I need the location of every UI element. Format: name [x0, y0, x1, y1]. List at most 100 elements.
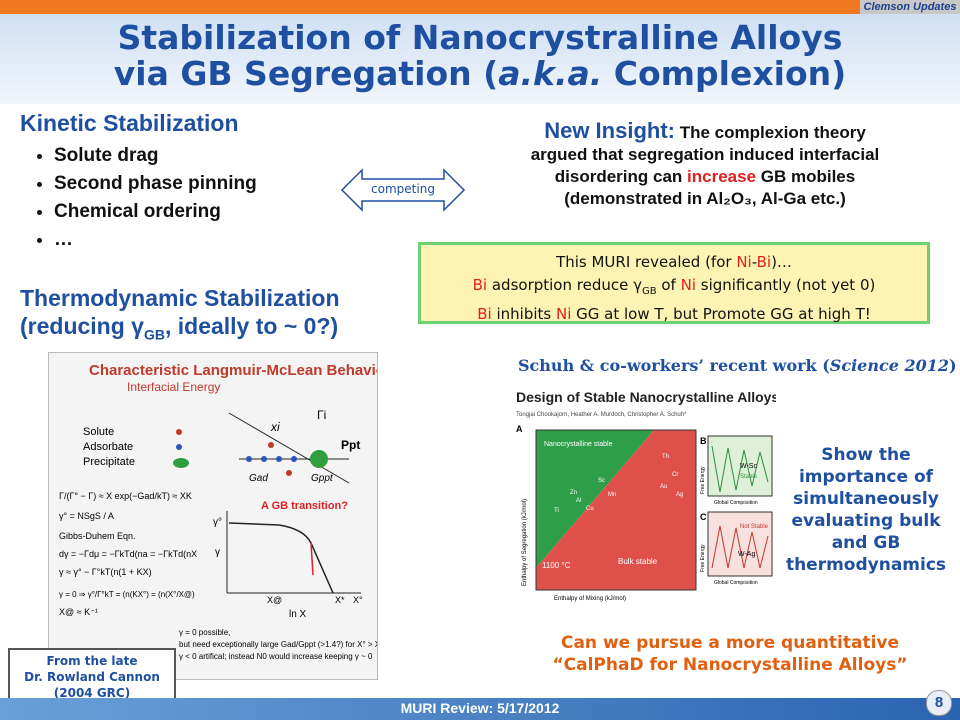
- ni-label: Ni: [736, 253, 752, 271]
- legend-precipitate: Precipitate: [83, 456, 135, 468]
- calphad-line-1: Can we pursue a more quantitative: [560, 633, 900, 653]
- insight-lead: New Insight:: [544, 118, 675, 143]
- element-label: Mn: [608, 492, 616, 498]
- thermo-line-1: Thermodynamic Stabilization: [20, 285, 340, 311]
- adsorbate-dot: [276, 456, 282, 462]
- element-label: Ti: [554, 508, 559, 514]
- adsorbate-dot: [261, 456, 267, 462]
- figure-title: Characteristic Langmuir-McLean Behavior: [89, 362, 378, 379]
- transition-arrow: [310, 542, 314, 576]
- phase-map-frame: [535, 429, 697, 591]
- plot-y-label: γ°: [213, 517, 222, 528]
- adsorbate-dot: [291, 456, 297, 462]
- attribution-line-3: (2004 GRC): [53, 686, 131, 700]
- schuh-fig-title: Design of Stable Nanocrystalline Alloys: [516, 389, 776, 405]
- calphad-line-2: “CalPhaD for Nanocrystalline Alloys”: [552, 655, 908, 675]
- thermo-sub: GB: [143, 326, 165, 343]
- equation: Γ/(Γ° − Γ) ≈ X exp(−Gad/kT) ≈ XK: [59, 491, 192, 501]
- panel-b-system: W-Sc: [740, 463, 757, 470]
- insight-text-2: argued that segregation induced interfac…: [530, 145, 880, 164]
- insight-text-3-red: increase: [687, 167, 757, 186]
- bi-label: Bi: [472, 276, 488, 294]
- schuh-journal: Science 2012: [829, 356, 949, 375]
- footer-bar: [0, 698, 960, 720]
- element-label: Zn: [570, 490, 577, 496]
- new-insight: New Insight: The complexion theory argue…: [470, 120, 940, 210]
- panel-b-ylabel: Free Energy: [700, 466, 706, 494]
- equation: X@ ≈ K⁻¹: [59, 607, 98, 617]
- kinetic-item: Solute drag: [54, 142, 257, 170]
- figure-note: γ = 0 possible,: [179, 628, 230, 637]
- panel-c-system: W-Ag: [738, 551, 755, 558]
- panel-b-label: B: [700, 436, 707, 446]
- insight-text-1: The complexion theory: [674, 123, 866, 142]
- schuh-fig-authors: Tongjai Chookajorn, Heather A. Murdoch, …: [516, 412, 687, 418]
- insight-text-3-pre: disordering can: [554, 167, 688, 186]
- bi-label: Bi: [477, 305, 492, 323]
- element-label: Cr: [672, 472, 678, 478]
- insight-text-4: (demonstrated in Al₂O₃, Al-Ga etc.): [564, 189, 846, 208]
- muri-line-3: Bi inhibits Ni GG at low T, but Promote …: [421, 303, 927, 326]
- kinetic-list: Solute drag Second phase pinning Chemica…: [30, 142, 257, 254]
- panel-c-ylabel: Free Energy: [700, 544, 706, 572]
- figure-subtitle: Interfacial Energy: [127, 380, 220, 394]
- element-label: Ag: [676, 492, 683, 498]
- nano-stable-label: Nanocrystalline stable: [544, 441, 613, 448]
- panel-c-label: C: [700, 512, 707, 522]
- muri-line-2-sub: GB: [641, 286, 657, 297]
- element-label: Th: [662, 454, 669, 460]
- page-number: 8: [926, 690, 952, 716]
- muri-line-2-of: of: [656, 276, 681, 294]
- schuh-pre: Schuh & co-workers’ recent work (: [518, 356, 830, 375]
- muri-line-1: This MURI revealed (for Ni-Bi)…: [556, 253, 792, 271]
- figure-note: but need exceptionally large Gad/Gppt (>…: [179, 640, 378, 649]
- muri-line-3-post: GG at low T, but Promote GG at high T!: [571, 305, 871, 323]
- title-line-2-em: a.k.a.: [498, 54, 603, 93]
- legend-solute: Solute: [83, 426, 114, 438]
- schuh-ylabel: Enthalpy of Segregation (kJ/mol): [522, 499, 528, 586]
- muri-line-2: Bi adsorption reduce γGB of Ni significa…: [421, 274, 927, 303]
- plot-x-tick: X°: [353, 595, 363, 605]
- header-tag: Clemson Updates: [860, 0, 960, 14]
- panel-b-stable: Stable: [740, 474, 758, 480]
- show-line: and GB: [831, 533, 901, 553]
- panel-b-xlabel: Global Composition: [714, 500, 758, 506]
- element-label: Sc: [598, 478, 605, 484]
- equation: γ ≈ γ° − Γ°kT(n(1 + KX): [59, 567, 152, 577]
- slide-title: Stabilization of Nanocrystralline Alloys…: [60, 20, 900, 92]
- show-line: importance of: [798, 467, 934, 487]
- panel-b-curves: [711, 445, 769, 493]
- show-line: Show the: [821, 445, 911, 465]
- plot-x-tick: X*: [335, 595, 345, 605]
- title-line-2: via GB Segregation (a.k.a. Complexion): [60, 56, 900, 92]
- thermo-gamma: γ: [131, 313, 144, 339]
- muri-line-1-post: )…: [771, 253, 792, 271]
- adsorbate-dot: [246, 456, 252, 462]
- schuh-post: ): [949, 356, 957, 375]
- show-line: thermodynamics: [785, 555, 947, 575]
- langmuir-mclean-figure: Characteristic Langmuir-McLean Behavior …: [48, 352, 378, 680]
- gamma-curve: [228, 522, 334, 594]
- figure-note: γ < 0 artifical; instead N0 would increa…: [179, 652, 373, 661]
- equation: dγ = −Γdμ = −ΓkTd(na = −ΓkTd(nX: [59, 549, 197, 559]
- ni-label: Ni: [556, 305, 572, 323]
- title-line-2-post: Complexion): [602, 54, 847, 93]
- gad-label: Gad: [249, 473, 268, 484]
- element-label: Au: [660, 484, 667, 490]
- competing-label: competing: [371, 182, 435, 196]
- footer-text: MURI Review: 5/17/2012: [400, 700, 560, 716]
- boundary-line: [228, 412, 350, 484]
- gamma-i-label: Γi: [317, 408, 326, 422]
- adsorbate-marker: [176, 444, 182, 450]
- equation: Gibbs-Duhem Eqn.: [59, 531, 136, 541]
- panel-c-xlabel: Global Composition: [714, 580, 758, 586]
- kinetic-item: Chemical ordering: [54, 198, 257, 226]
- title-band: [0, 14, 960, 104]
- gb-transition-callout: A GB transition?: [261, 500, 348, 512]
- muri-findings-box: This MURI revealed (for Ni-Bi)… Bi adsor…: [418, 242, 930, 324]
- plot-x-label: ln X: [289, 609, 307, 620]
- panel-c-curves: [711, 525, 769, 569]
- panel-c-notstable: Not Stable: [740, 524, 769, 530]
- temp-label: 1100 °C: [542, 561, 571, 570]
- thermo-line-2-post: , ideally to ~ 0?): [164, 313, 339, 339]
